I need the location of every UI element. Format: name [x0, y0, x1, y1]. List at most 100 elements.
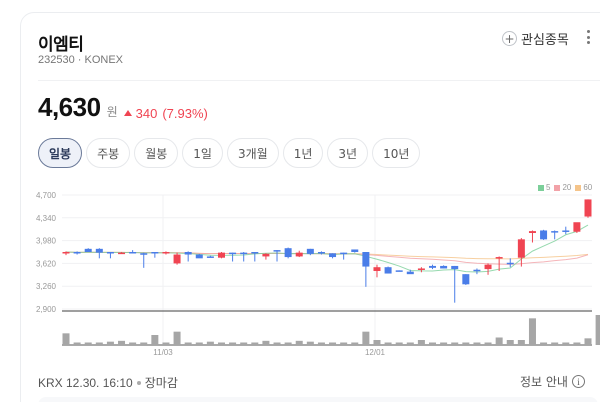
up-triangle-icon [123, 110, 132, 116]
candle [151, 252, 159, 254]
more-options-button[interactable] [583, 28, 593, 46]
volume-bar [262, 340, 270, 345]
tab-7[interactable]: 10년 [372, 138, 421, 168]
legend-item-ma20: 20 [554, 183, 571, 192]
price-unit: 원 [106, 105, 118, 119]
y-tick-label: 3,620 [36, 259, 57, 268]
candle [584, 199, 592, 217]
info-guide-label: 정보 안내 [520, 375, 568, 389]
candle [384, 267, 392, 274]
volume-bar [406, 342, 414, 345]
volume-bar [484, 342, 492, 345]
volume-bar [595, 315, 600, 345]
price-row: 4,630 원 340 (7.93%) [38, 92, 208, 123]
tab-2[interactable]: 월봉 [134, 138, 179, 168]
volume-bar [551, 342, 559, 345]
stock-code-market: 232530 · KONEX [38, 54, 123, 66]
volume-bar [184, 342, 192, 345]
volume-bar [373, 340, 381, 345]
candle [273, 250, 281, 252]
candle [417, 268, 425, 270]
candle [240, 252, 248, 255]
candle [173, 254, 181, 264]
volume-bar [351, 342, 359, 345]
candle [484, 264, 492, 270]
tab-5[interactable]: 1년 [282, 138, 324, 168]
header-divider [38, 80, 600, 81]
stock-card [20, 12, 600, 402]
tab-4[interactable]: 3개월 [226, 138, 279, 168]
change-percent: (7.93%) [162, 105, 208, 121]
volume-bar [540, 342, 548, 345]
volume-bar [95, 342, 103, 345]
tab-1[interactable]: 주봉 [86, 138, 131, 168]
volume-bar [573, 342, 581, 345]
volume-bar [251, 342, 259, 345]
more-vertical-icon [586, 30, 590, 33]
candle [373, 267, 381, 271]
info-guide-button[interactable]: 정보 안내 i [520, 373, 585, 390]
volume-bar [173, 331, 181, 345]
volume-bar [306, 341, 314, 345]
add-watchlist-button[interactable]: + 관심종목 [502, 29, 569, 48]
candle [362, 252, 370, 267]
candle [440, 265, 448, 269]
candle [340, 252, 348, 255]
volume-bar [384, 342, 392, 345]
volume-bar [129, 342, 137, 345]
candle [206, 256, 214, 258]
volume-bar [473, 342, 481, 345]
volume-bar [195, 342, 203, 345]
legend-item-ma60: 60 [575, 183, 592, 192]
candle [129, 252, 137, 254]
volume-bar [495, 337, 503, 345]
candle [284, 248, 292, 258]
stock-name: 이엠티 [38, 35, 84, 55]
volume-bar [528, 318, 536, 345]
volume-bar [118, 340, 126, 345]
tab-0[interactable]: 일봉 [38, 138, 83, 168]
candle [495, 257, 503, 259]
x-tick-label: 12/01 [365, 348, 386, 357]
tab-3[interactable]: 1일 [182, 138, 223, 168]
separator-dot [136, 380, 141, 385]
candle [73, 252, 81, 254]
volume-bar [273, 342, 281, 345]
y-tick-label: 3,260 [36, 282, 57, 291]
candle [140, 253, 148, 255]
candle [217, 252, 225, 258]
x-tick-label: 11/03 [153, 348, 173, 357]
y-tick-label: 4,700 [36, 191, 57, 200]
candle [406, 271, 414, 275]
candlestick-chart[interactable]: 4,700 4,340 3,980 3,620 3,260 2,900 11/03 12/01 [0, 180, 600, 370]
candle [351, 249, 359, 252]
volume-bar [151, 335, 159, 345]
candle [573, 222, 581, 232]
volume-bar [329, 342, 337, 345]
volume-bar [417, 340, 425, 345]
candle [562, 230, 570, 232]
volume-bar [440, 342, 448, 345]
candle [306, 248, 314, 254]
candle [118, 252, 126, 255]
candle [62, 252, 70, 254]
candle [262, 253, 270, 257]
candle [551, 231, 559, 233]
bottom-panel [38, 397, 598, 402]
volume-bar [451, 342, 459, 345]
market-status: KRX 12.30. 16:10 장마감 [38, 374, 178, 391]
volume-bar [62, 333, 70, 345]
tab-6[interactable]: 3년 [327, 138, 369, 168]
volume-bar [73, 342, 81, 345]
volume-bar [140, 342, 148, 345]
info-icon: i [571, 375, 585, 388]
period-tabs: 일봉 주봉 월봉 1일 3개월 1년 3년 10년 [38, 138, 421, 168]
volume-bar [584, 338, 592, 345]
volume-bar [506, 340, 514, 345]
volume-bar [162, 342, 170, 345]
volume-bar [206, 341, 214, 345]
candle [195, 254, 203, 259]
candle [506, 262, 514, 265]
y-tick-label: 2,900 [36, 305, 57, 314]
volume-bar [284, 342, 292, 345]
